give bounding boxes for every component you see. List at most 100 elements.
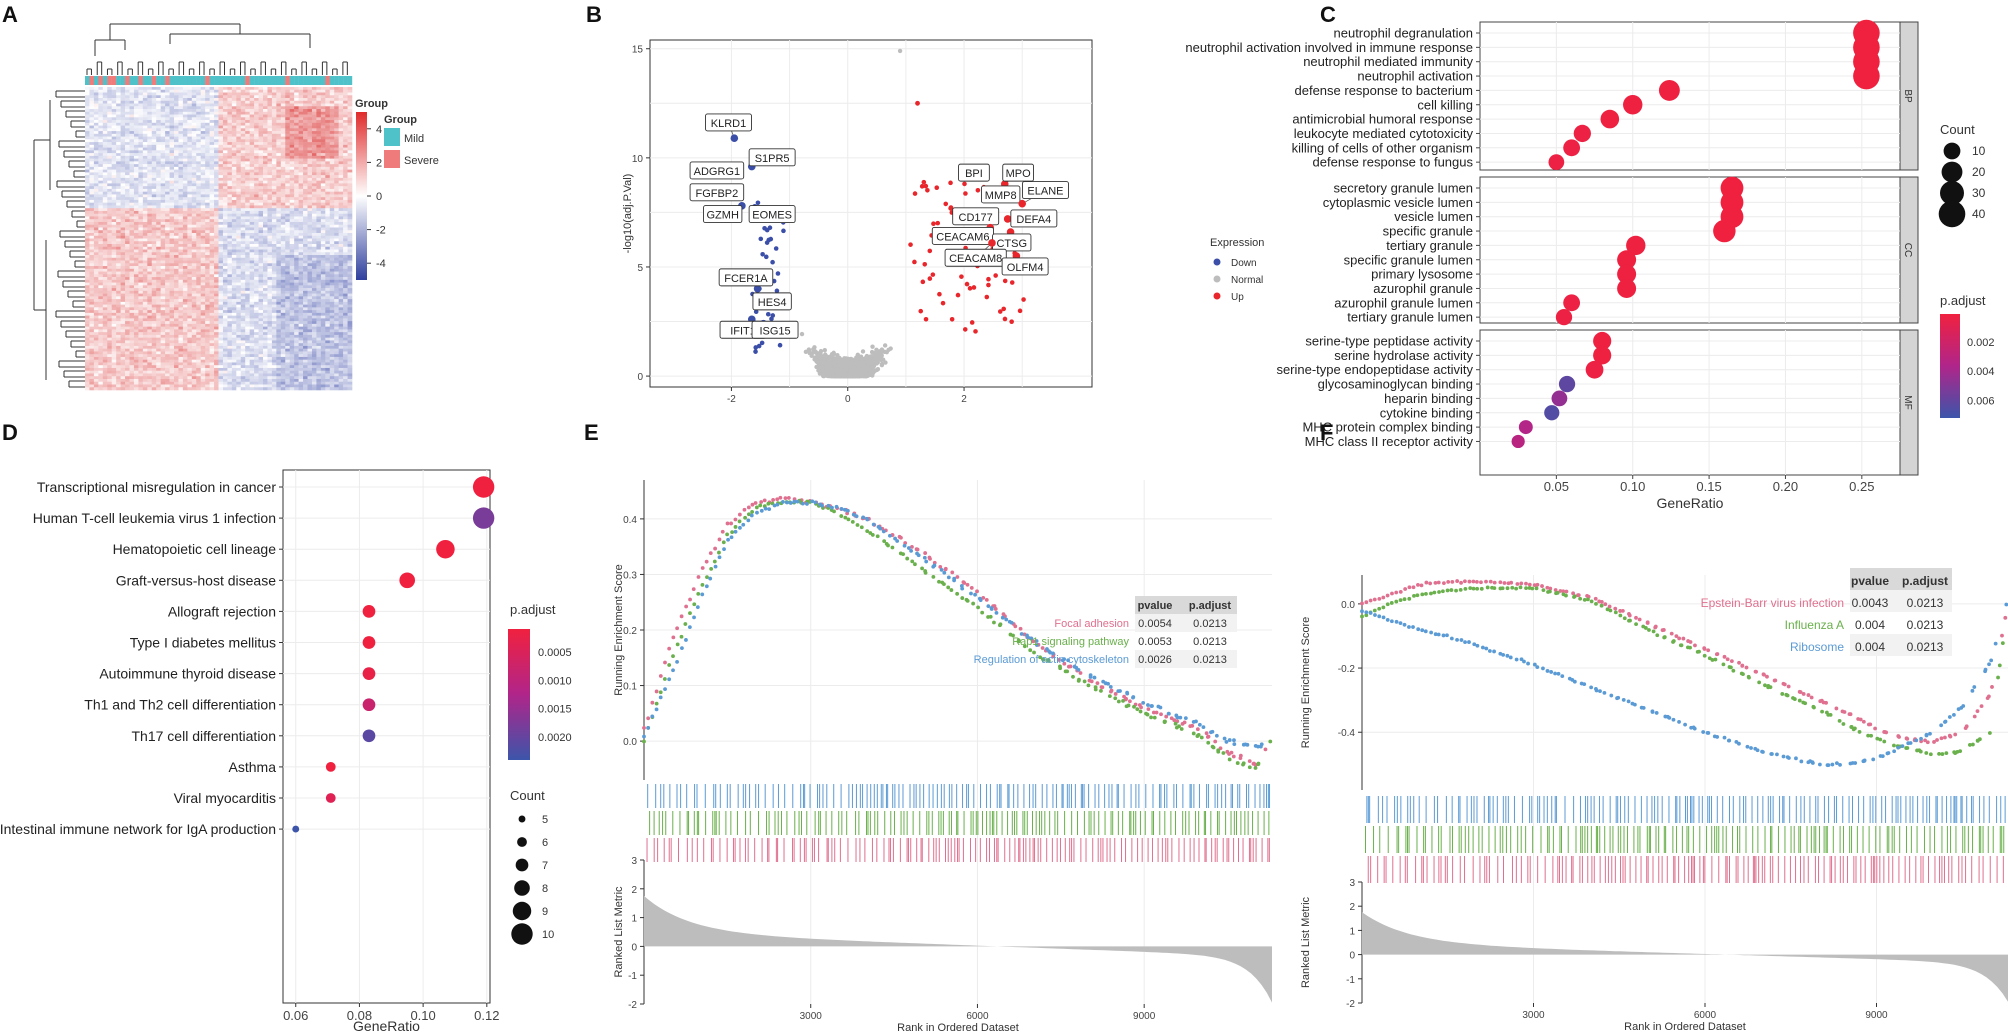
heatmap-cell [174, 199, 179, 203]
heatmap-cell [280, 172, 286, 176]
heatmap-cell [218, 131, 224, 135]
heatmap-cell [258, 257, 264, 261]
heatmap-cell [236, 271, 242, 275]
heatmap-cell [196, 257, 201, 261]
heatmap-cell [298, 197, 304, 201]
heatmap-cell [187, 122, 193, 126]
heatmap-cell [116, 87, 121, 91]
heatmap-cell [280, 147, 286, 151]
heatmap-cell [280, 188, 286, 192]
heatmap-cell [227, 282, 233, 286]
heatmap-cell [182, 213, 188, 217]
heatmap-cell [205, 252, 210, 256]
heatmap-cell [325, 186, 331, 190]
heatmap-cell [142, 172, 148, 176]
heatmap-cell [249, 227, 255, 231]
heatmap-cell [289, 111, 295, 115]
heatmap-cell [93, 197, 99, 201]
heatmap-cell [178, 224, 184, 228]
heatmap-cell [320, 158, 326, 162]
heatmap-cell [263, 246, 268, 250]
heatmap-cell [249, 133, 255, 137]
heatmap-cell [303, 224, 308, 228]
heatmap-cell [343, 142, 348, 146]
heatmap-cell [182, 241, 188, 245]
heatmap-cell [325, 177, 331, 181]
heatmap-cell [245, 246, 250, 250]
heatmap-cell [93, 299, 99, 303]
heatmap-cell [111, 177, 117, 181]
heatmap-cell [240, 172, 246, 176]
heatmap-cell [205, 103, 210, 107]
heatmap-cell [338, 219, 344, 223]
heatmap-cell [276, 87, 282, 91]
heatmap-cell [280, 299, 286, 303]
heatmap-cell [89, 241, 95, 245]
heatmap-cell [93, 100, 99, 104]
heatmap-cell [236, 125, 242, 129]
heatmap-cell [120, 175, 126, 179]
heatmap-cell [227, 117, 233, 121]
heatmap-cell [329, 177, 335, 181]
heatmap-cell [320, 252, 326, 256]
heatmap-cell [200, 109, 206, 113]
heatmap-cell [231, 139, 237, 143]
heatmap-cell [85, 92, 90, 96]
group-annotation-cell [156, 76, 161, 85]
heatmap-cell [294, 177, 299, 181]
heatmap-cell [151, 89, 157, 93]
heatmap-cell [347, 180, 353, 184]
heatmap-cell [156, 169, 161, 173]
heatmap-cell [102, 230, 108, 234]
heatmap-cell [267, 92, 273, 96]
heatmap-cell [276, 205, 282, 209]
heatmap-cell [125, 232, 130, 237]
heatmap-cell [156, 301, 161, 305]
heatmap-cell [343, 131, 348, 135]
heatmap-cell [174, 274, 179, 278]
heatmap-cell [263, 221, 268, 226]
heatmap-cell [147, 213, 153, 217]
heatmap-cell [174, 120, 179, 124]
heatmap-cell [285, 230, 290, 234]
heatmap-cell [133, 111, 139, 115]
heatmap-cell [236, 191, 242, 195]
heatmap-cell [214, 252, 219, 256]
heatmap-cell [218, 117, 224, 121]
heatmap-cell [89, 117, 95, 121]
heatmap-cell [329, 139, 335, 143]
heatmap-cell [298, 142, 304, 146]
heatmap-cell [307, 142, 313, 146]
heatmap-cell [191, 95, 197, 99]
heatmap-cell [129, 95, 135, 99]
heatmap-cell [343, 255, 348, 259]
heatmap-cell [325, 117, 331, 121]
heatmap-cell [298, 172, 304, 176]
heatmap-cell [174, 205, 179, 209]
heatmap-cell [240, 95, 246, 99]
heatmap-cell [263, 122, 268, 126]
heatmap-cell [325, 296, 331, 300]
heatmap-cell [303, 202, 308, 206]
heatmap-cell [294, 257, 299, 261]
heatmap-cell [174, 147, 179, 151]
heatmap-cell [182, 177, 188, 181]
heatmap-cell [338, 290, 344, 294]
heatmap-cell [263, 238, 268, 242]
heatmap-cell [133, 257, 139, 261]
heatmap-cell [289, 255, 295, 259]
heatmap-cell [338, 194, 344, 198]
heatmap-cell [214, 224, 219, 228]
heatmap-cell [98, 279, 104, 283]
heatmap-cell [205, 125, 210, 129]
heatmap-cell [218, 158, 224, 162]
heatmap-cell [316, 166, 322, 170]
heatmap-cell [311, 246, 317, 250]
heatmap-cell [289, 230, 295, 234]
heatmap-cell [303, 183, 308, 187]
heatmap-cell [240, 144, 246, 148]
heatmap-cell [347, 194, 353, 198]
heatmap-cell [338, 172, 344, 176]
heatmap-cell [111, 194, 117, 198]
heatmap-cell [160, 249, 166, 253]
